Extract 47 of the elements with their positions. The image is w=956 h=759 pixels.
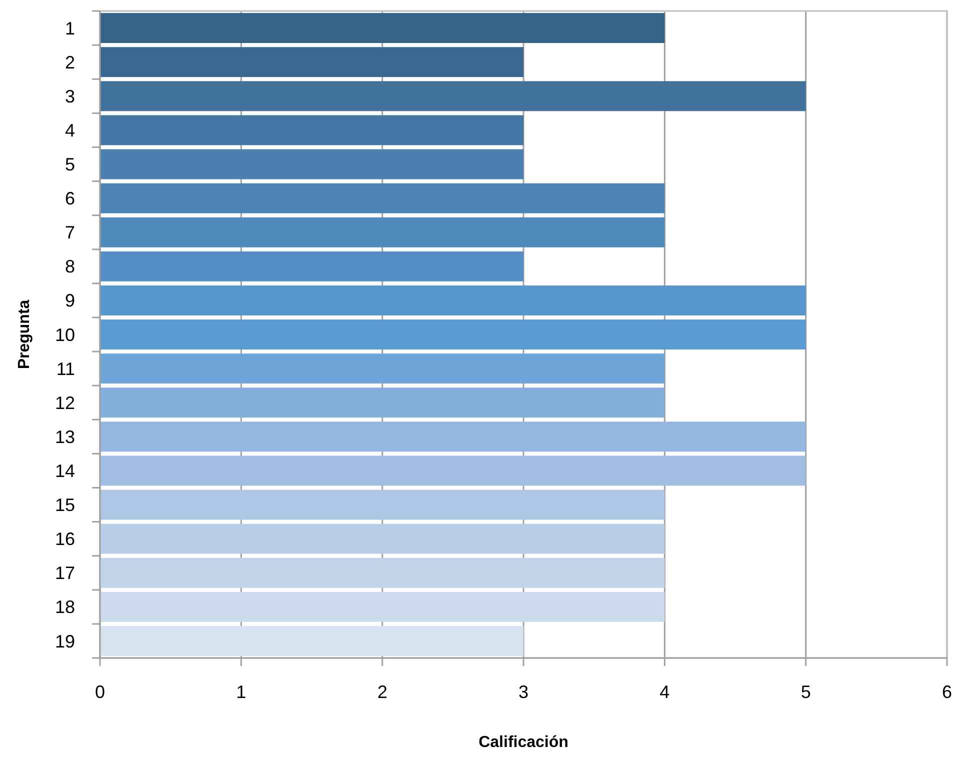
- bar: [100, 149, 524, 180]
- bar: [100, 422, 806, 452]
- y-tick-label: 5: [64, 154, 75, 175]
- bar: [100, 592, 665, 622]
- y-tick-label: 15: [54, 495, 75, 516]
- x-tick-label: 2: [377, 682, 388, 702]
- bar: [100, 13, 665, 44]
- bar: [100, 626, 524, 656]
- bar: [100, 354, 665, 384]
- y-tick-label: 11: [56, 358, 75, 379]
- x-tick-label: 4: [660, 682, 670, 702]
- y-tick-label: 19: [54, 631, 75, 652]
- x-tick-label: 0: [94, 682, 106, 702]
- bar: [100, 490, 665, 520]
- x-axis-title: Calificación: [478, 734, 568, 751]
- y-tick-label: 2: [64, 52, 75, 72]
- bar: [100, 285, 806, 316]
- bar: [100, 183, 665, 214]
- y-tick-label: 12: [54, 392, 75, 413]
- y-tick-label: 16: [54, 529, 75, 550]
- x-tick-label: 3: [518, 682, 529, 702]
- bar: [100, 115, 524, 146]
- x-tick-label: 6: [942, 682, 952, 702]
- bar: [100, 456, 806, 486]
- y-tick-label: 17: [54, 563, 75, 584]
- x-tick-label: 5: [800, 682, 811, 702]
- bar: [100, 388, 665, 418]
- bar: [100, 81, 806, 112]
- y-tick-label: 8: [64, 256, 75, 277]
- y-tick-label: 14: [54, 461, 75, 482]
- bar: [100, 47, 524, 78]
- y-tick-label: 4: [64, 120, 75, 140]
- bar: [100, 558, 665, 588]
- y-tick-label: 1: [64, 18, 75, 38]
- y-tick-label: 6: [64, 188, 75, 209]
- y-tick-label: 18: [54, 597, 75, 618]
- y-tick-label: 10: [54, 324, 75, 345]
- bar: [100, 524, 665, 554]
- x-tick-label: 1: [236, 682, 246, 702]
- bar: [100, 320, 806, 350]
- y-axis-title: Pregunta: [16, 300, 33, 370]
- y-tick-label: 3: [64, 86, 75, 106]
- y-tick-label: 9: [64, 290, 75, 311]
- y-tick-label: 7: [64, 222, 75, 243]
- bar: [100, 251, 524, 282]
- bar: [100, 217, 665, 248]
- y-tick-label: 13: [54, 426, 75, 447]
